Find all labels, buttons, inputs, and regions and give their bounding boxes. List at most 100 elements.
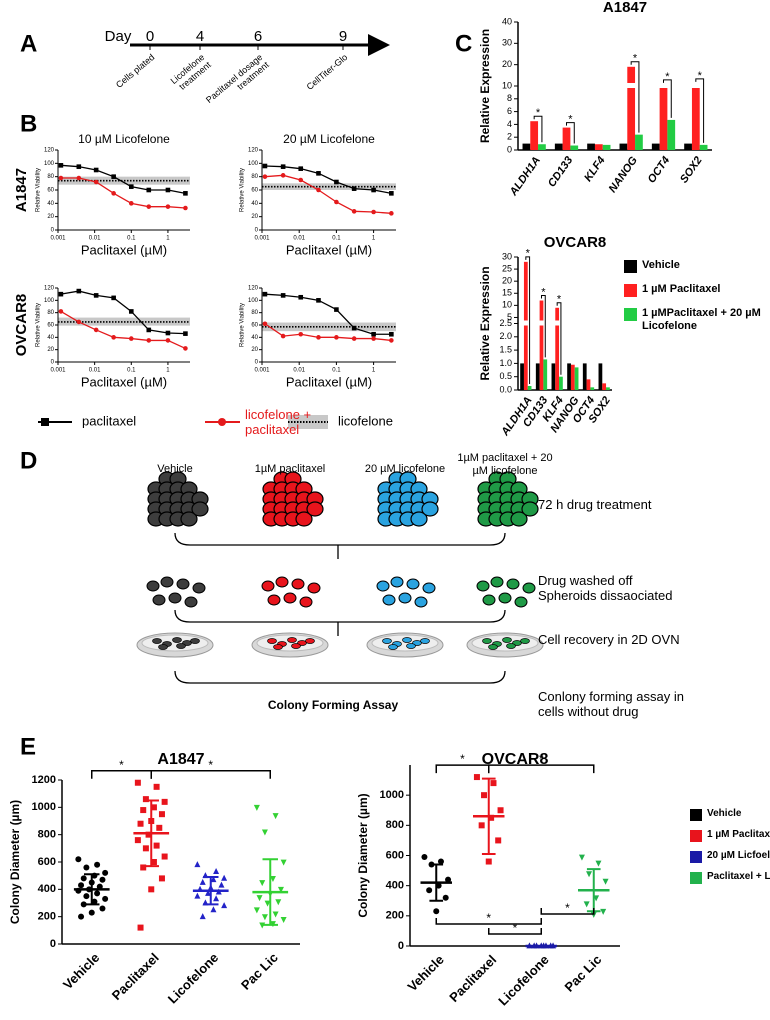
bar	[699, 144, 708, 150]
y-tick-label: 1.0	[499, 358, 512, 368]
data-point	[145, 831, 152, 838]
data-point	[272, 813, 279, 820]
plated-cell	[488, 644, 498, 650]
y-axis-label: Colony Diameter (µm)	[356, 793, 370, 917]
significance-label: *	[541, 286, 546, 298]
data-point	[76, 164, 82, 169]
data-point	[371, 331, 376, 337]
significance-label: *	[460, 752, 465, 766]
y-tick-label: 10	[502, 300, 512, 310]
dissociated-cell	[414, 596, 428, 608]
bar	[602, 383, 607, 390]
spheroid-cell	[510, 511, 528, 527]
data-point	[83, 893, 90, 900]
x-axis-label: Paclitaxel (µM)	[286, 242, 372, 257]
x-tick-label: 0.1	[127, 368, 136, 374]
step-label: Drug washed off Spheroids dissaociated	[538, 573, 673, 603]
data-point	[142, 845, 149, 852]
data-point	[280, 173, 286, 178]
y-tick-label: 40	[251, 201, 258, 207]
y-tick-label: 400	[386, 880, 404, 892]
data-point	[316, 298, 321, 303]
plated-cell	[520, 638, 530, 644]
timeline-arrowhead	[368, 34, 390, 56]
data-point	[80, 901, 87, 908]
bar	[562, 127, 571, 150]
sd-whisker	[262, 858, 278, 926]
x-tick-label: Vehicle	[405, 952, 447, 994]
data-point	[134, 779, 141, 786]
bar	[684, 143, 692, 150]
timeline-day: 6	[254, 28, 262, 45]
y-tick-label: 1000	[380, 789, 404, 801]
data-point	[280, 859, 287, 866]
y-tick-label: 100	[248, 161, 259, 167]
significance-label: *	[539, 752, 544, 766]
data-point	[58, 175, 64, 181]
dissociated-cell	[261, 580, 275, 592]
data-point	[93, 327, 99, 333]
y-tick-label: 120	[248, 148, 259, 154]
dissociated-cell	[146, 580, 160, 592]
data-point	[148, 886, 155, 893]
dissociated-cell	[422, 582, 436, 594]
data-point	[111, 335, 116, 340]
dissociated-cell	[267, 594, 281, 606]
plated-cell	[402, 637, 412, 643]
data-point	[153, 842, 160, 849]
bar	[570, 364, 575, 390]
data-point	[280, 164, 286, 169]
data-point	[280, 333, 286, 339]
y-tick-label: 80	[251, 174, 258, 180]
data-point	[298, 331, 304, 337]
data-point	[595, 860, 602, 867]
data-point	[99, 876, 106, 883]
data-point	[316, 335, 321, 340]
data-point	[137, 924, 144, 931]
data-point	[259, 880, 266, 887]
legend-swatch	[624, 260, 637, 273]
step-label: Conlony forming assay in cells without d…	[538, 689, 684, 719]
data-point	[262, 291, 268, 297]
data-point	[102, 869, 109, 876]
data-point	[213, 867, 220, 874]
data-point	[183, 191, 188, 196]
timeline-day: 9	[339, 28, 347, 45]
data-point	[334, 307, 339, 312]
column-label: 1µM paclitaxel + 20 µM licofelone	[457, 452, 553, 477]
legend-marker	[218, 418, 226, 426]
data-point	[433, 908, 440, 915]
dissociated-cell	[275, 576, 289, 588]
data-point	[351, 325, 357, 331]
data-point	[183, 205, 188, 211]
y-tick-label: 800	[386, 819, 404, 831]
data-point	[490, 780, 497, 787]
data-point	[262, 321, 268, 327]
y-tick-label: 60	[47, 188, 54, 194]
data-point	[128, 309, 134, 314]
x-tick-label: Paclitaxel	[109, 950, 162, 1003]
legend-label: Vehicle	[707, 808, 742, 819]
dissociated-cell	[506, 578, 520, 590]
data-point	[165, 204, 171, 209]
plated-cell	[305, 638, 315, 644]
x-tick-label: Pac Lic	[561, 952, 604, 995]
data-point	[134, 837, 141, 844]
data-point	[146, 338, 152, 343]
dissociated-cell	[390, 576, 404, 588]
bracket	[174, 609, 506, 623]
y-tick-label: 0	[255, 228, 259, 234]
bar	[574, 367, 579, 390]
data-point	[128, 184, 134, 189]
y-tick-label: 100	[248, 298, 259, 304]
chart-title: A1847	[157, 751, 204, 768]
spheroid-cell	[180, 511, 198, 527]
bar	[627, 66, 636, 150]
data-point	[371, 209, 376, 215]
data-point	[111, 191, 116, 196]
significance-label: *	[698, 70, 703, 82]
data-point	[150, 859, 157, 865]
row-label: OVCAR8	[13, 294, 30, 357]
data-point	[298, 177, 304, 183]
y-tick-label: 0	[50, 938, 56, 950]
